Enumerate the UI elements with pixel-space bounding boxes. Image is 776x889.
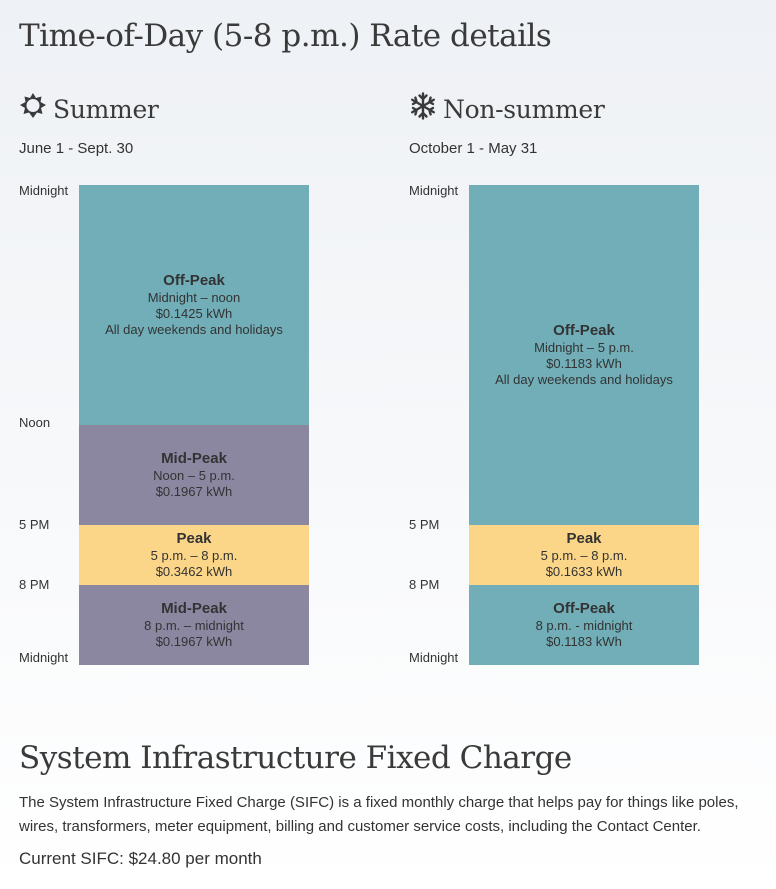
block-rate: $0.1967 kWh [155, 484, 233, 499]
block-name: Off-Peak [553, 322, 615, 339]
block-hours: 5 p.m. – 8 p.m. [540, 548, 628, 563]
summer-time-label-midnight-start: Midnight [19, 183, 69, 198]
nonsummer-evening-off-peak-block: Off-Peak 8 p.m. - midnight $0.1183 kWh [469, 585, 699, 665]
block-rate: $0.1425 kWh [155, 306, 233, 321]
nonsummer-peak-block: Peak 5 p.m. – 8 p.m. $0.1633 kWh [469, 525, 699, 585]
snowflake-icon [409, 92, 443, 126]
nonsummer-off-peak-block: Off-Peak Midnight – 5 p.m. $0.1183 kWh A… [469, 185, 699, 525]
block-hours: 8 p.m. - midnight [535, 618, 633, 633]
summer-title: Summer [53, 94, 159, 124]
sifc-current-charge: Current SIFC: $24.80 per month [19, 849, 262, 868]
block-name: Peak [566, 530, 602, 547]
block-rate: $0.3462 kWh [155, 564, 233, 579]
block-note: All day weekends and holidays [105, 322, 283, 337]
nonsummer-heading: Non-summer [409, 92, 605, 126]
block-hours: Midnight – 5 p.m. [534, 340, 634, 355]
nonsummer-time-label-midnight-start: Midnight [409, 183, 459, 198]
nonsummer-time-label-5pm: 5 PM [409, 517, 440, 532]
block-rate: $0.1967 kWh [155, 634, 233, 649]
summer-off-peak-block: Off-Peak Midnight – noon $0.1425 kWh All… [79, 185, 309, 425]
summer-time-label-midnight-end: Midnight [19, 650, 69, 665]
summer-time-label-5pm: 5 PM [19, 517, 50, 532]
summer-time-label-8pm: 8 PM [19, 577, 50, 592]
summer-date-range: June 1 - Sept. 30 [19, 140, 134, 157]
block-name: Peak [176, 530, 212, 547]
block-hours: Noon – 5 p.m. [153, 468, 235, 483]
block-note: All day weekends and holidays [495, 372, 673, 387]
summer-mid-peak-block: Mid-Peak Noon – 5 p.m. $0.1967 kWh [79, 425, 309, 525]
summer-peak-block: Peak 5 p.m. – 8 p.m. $0.3462 kWh [79, 525, 309, 585]
sun-icon [19, 92, 53, 126]
nonsummer-time-label-8pm: 8 PM [409, 577, 440, 592]
block-rate: $0.1183 kWh [546, 356, 622, 371]
block-name: Mid-Peak [161, 600, 227, 617]
block-name: Off-Peak [553, 600, 615, 617]
page-title: Time-of-Day (5-8 p.m.) Rate details [19, 18, 552, 54]
sifc-heading: System Infrastructure Fixed Charge [19, 740, 572, 776]
nonsummer-time-label-midnight-end: Midnight [409, 650, 459, 665]
block-name: Off-Peak [163, 272, 225, 289]
summer-time-label-noon: Noon [19, 415, 51, 430]
block-rate: $0.1183 kWh [546, 634, 622, 649]
nonsummer-title: Non-summer [443, 94, 605, 124]
summer-evening-mid-peak-block: Mid-Peak 8 p.m. – midnight $0.1967 kWh [79, 585, 309, 665]
nonsummer-date-range: October 1 - May 31 [409, 140, 538, 157]
block-hours: 5 p.m. – 8 p.m. [150, 548, 238, 563]
block-name: Mid-Peak [161, 450, 227, 467]
block-hours: Midnight – noon [147, 290, 241, 305]
block-hours: 8 p.m. – midnight [144, 618, 244, 633]
block-rate: $0.1633 kWh [545, 564, 623, 579]
sifc-description: The System Infrastructure Fixed Charge (… [19, 794, 739, 835]
summer-heading: Summer [19, 92, 159, 126]
